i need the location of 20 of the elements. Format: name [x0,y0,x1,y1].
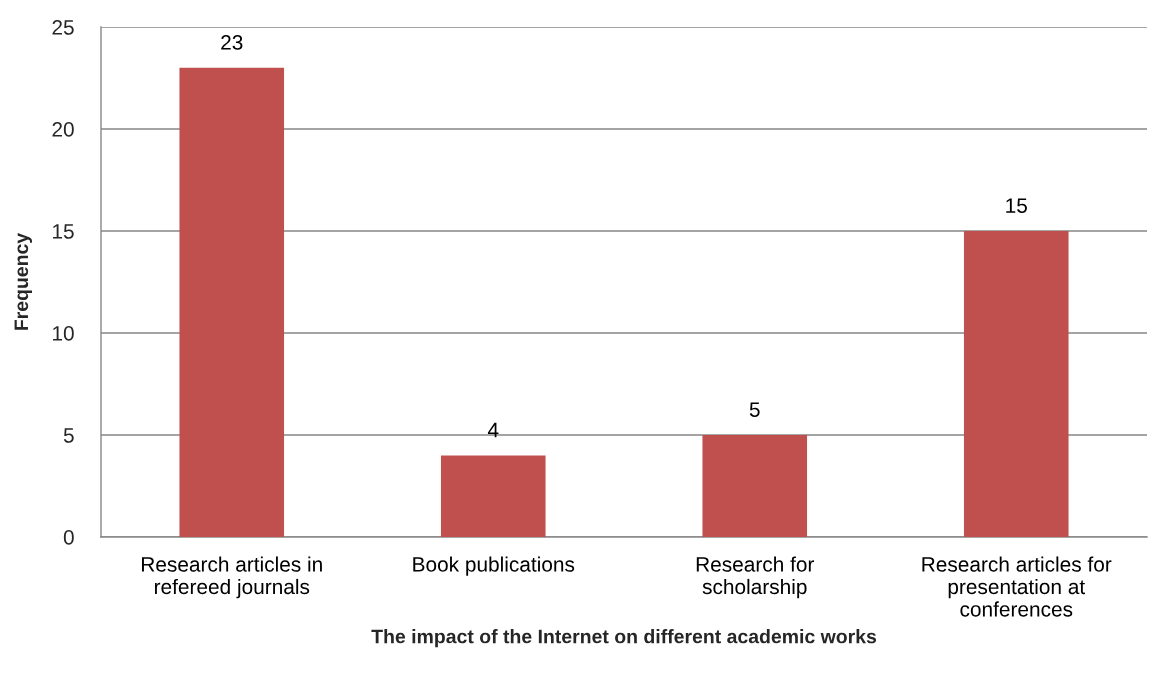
y-tick-label: 10 [53,326,74,341]
y-tick-label: 25 [52,20,74,35]
bar [179,67,285,537]
y-tick-label: 15 [53,224,74,239]
x-tick-label: Book publications [413,556,575,576]
x-tick-label: Research for scholarship [696,556,815,599]
bar [440,455,546,537]
data-label: 5 [749,402,760,417]
y-tick-label: 0 [63,530,74,545]
data-label: 4 [487,422,499,438]
x-tick-label: Research articles in refereed journals [141,556,322,599]
x-tick-label: Research articles for presentation at conferences [922,556,1112,617]
data-label: 15 [1006,198,1027,213]
y-tick-label: 20 [52,122,74,137]
y-tick-label: 5 [63,428,74,443]
data-label: 23 [221,35,243,50]
bar [963,231,1069,537]
x-axis-title: The impact of the Internet on different academic works [371,629,877,648]
y-axis-title: Frequency [14,232,32,330]
bar [702,435,808,537]
